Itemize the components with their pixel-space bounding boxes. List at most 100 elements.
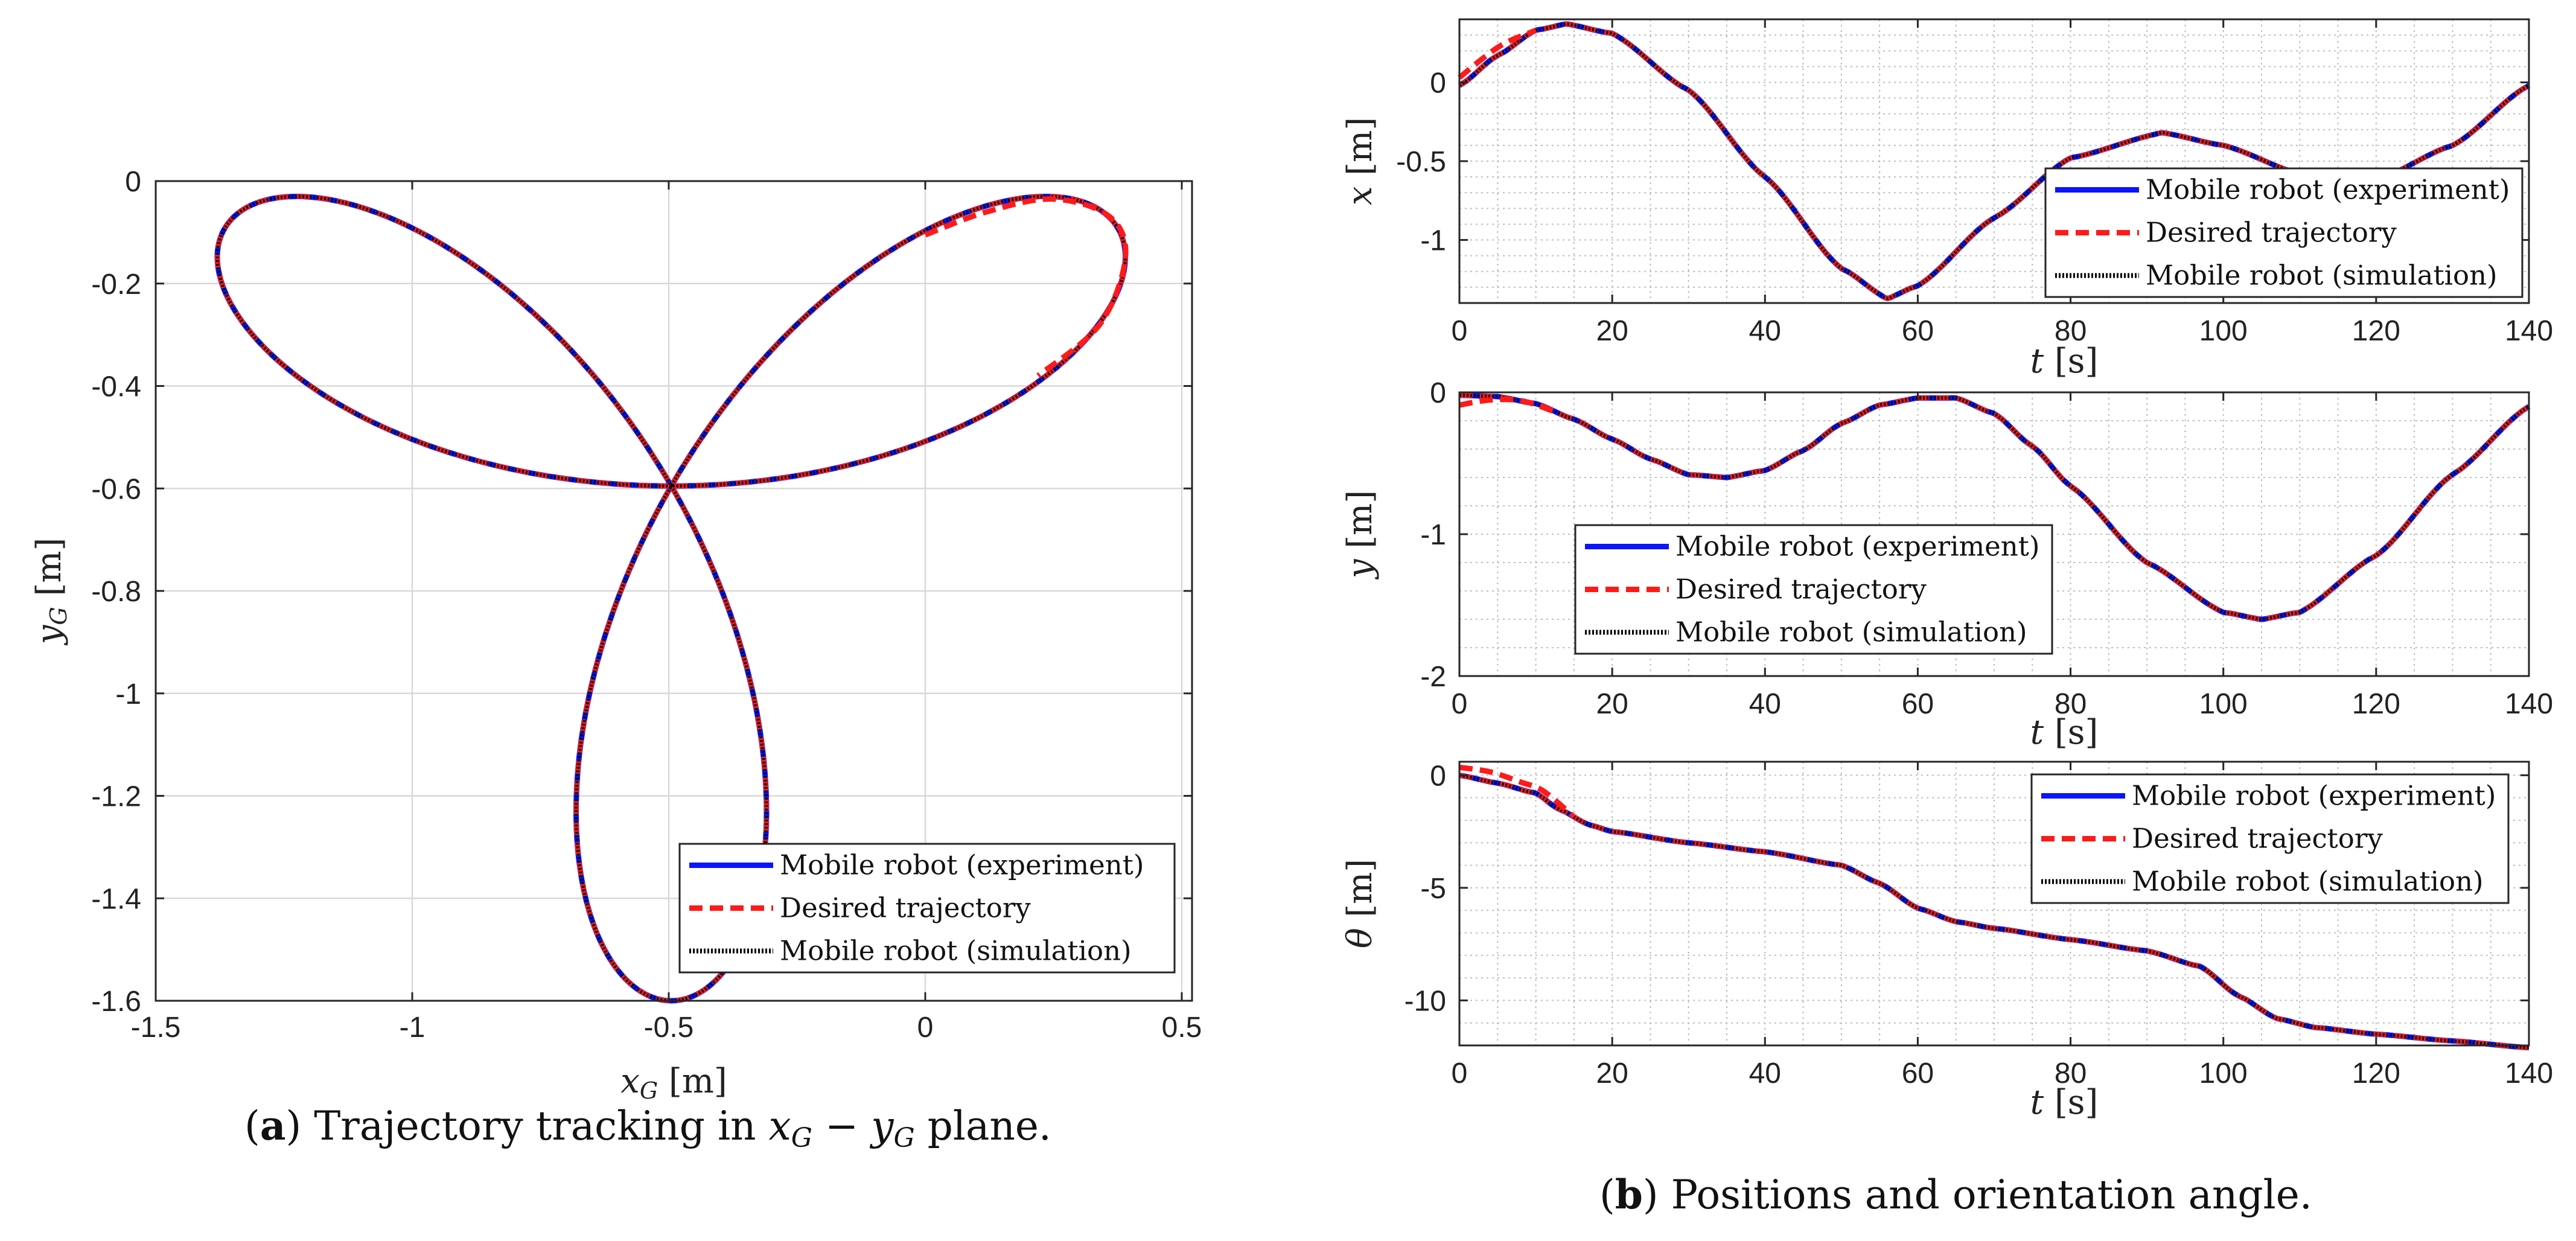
x-tick-label: 40: [1749, 315, 1781, 347]
x-tick-label: 0: [1452, 688, 1468, 720]
series-simulation-line: [1459, 394, 2530, 621]
x-axis-unit: [s]: [2044, 342, 2098, 381]
x-axis-symbol: x: [620, 1062, 640, 1101]
legend-label-2: Desired trajectory: [1675, 573, 1927, 605]
x-axis-symbol: t: [2030, 1083, 2044, 1122]
y-tick-label: -10: [1404, 985, 1446, 1017]
x-axis-unit: [m]: [658, 1062, 727, 1101]
x-tick-label: 140: [2505, 1058, 2553, 1089]
legend-label-3: Mobile robot (simulation): [2132, 866, 2484, 898]
panel-a-trajectory-plot: -1.5 -1 -0.5 0 0.5 0 -0.2 -0.4 -0.6 -0.8 -1 -1.2 -1.…: [30, 166, 1202, 1104]
y-axis-symbol: y: [30, 624, 69, 646]
series-desired-start: [1459, 397, 1560, 416]
legend-label-1: Mobile robot (experiment): [1675, 531, 2039, 563]
x-tick-label: 80: [2055, 1058, 2087, 1089]
y-axis-label: y [m]: [1341, 490, 1380, 580]
series-desired-line: [1459, 773, 2530, 1050]
y-tick-label: -1.2: [91, 781, 141, 813]
y-tick-label: 0: [1430, 760, 1446, 792]
x-tick-label: 60: [1902, 315, 1934, 347]
x-tick-label: 20: [1596, 315, 1628, 347]
y-tick-label: -1: [115, 678, 141, 710]
x-tick-label: 100: [2199, 688, 2248, 720]
y-tick-label: 0: [1430, 67, 1446, 99]
legend-label-3: Mobile robot (simulation): [2146, 260, 2498, 292]
y-axis-unit: [m]: [1341, 859, 1380, 928]
legend-label-1: Mobile robot (experiment): [2132, 780, 2496, 812]
legend-label-2: Desired trajectory: [2146, 217, 2397, 249]
series-desired-start: [1459, 764, 1576, 819]
y-axis-unit: [m]: [30, 538, 69, 607]
y-tick-label: 0: [1430, 377, 1446, 409]
x-axis-symbol: t: [2030, 342, 2044, 381]
x-tick-label: 80: [2055, 315, 2087, 347]
x-tick-label: 100: [2199, 1058, 2248, 1089]
y-tick-label: -0.5: [1396, 146, 1446, 178]
caption-b: (b) Positions and orientation angle.: [1599, 1171, 2312, 1218]
series-simulation-line: [1459, 773, 2530, 1050]
x-tick-label: -1: [400, 1012, 426, 1044]
x-axis-symbol: t: [2030, 713, 2044, 752]
x-axis-label: t [s]: [2030, 713, 2099, 752]
y-axis-symbol: θ: [1341, 928, 1380, 948]
x-tick-label: 40: [1749, 688, 1781, 720]
x-axis-label: t [s]: [2030, 1083, 2099, 1122]
x-tick-label: 20: [1596, 1058, 1628, 1089]
x-axis-subscript: G: [640, 1077, 658, 1104]
y-axis-label: θ [m]: [1341, 859, 1380, 948]
x-tick-label: 120: [2352, 315, 2400, 347]
y-axis-label: yG [m]: [30, 538, 72, 646]
x-tick-label: 80: [2055, 688, 2087, 720]
x-tick-label: 0.5: [1162, 1012, 1202, 1044]
y-axis-unit: [m]: [1341, 117, 1380, 187]
y-tick-label: -1.6: [91, 986, 141, 1018]
x-tick-label: 40: [1749, 1058, 1781, 1089]
x-tick-label: 0: [1452, 315, 1468, 347]
y-tick-label: -0.4: [91, 371, 141, 403]
series-desired-start: [924, 196, 1129, 378]
series-desired-start: [1458, 28, 1537, 80]
x-tick-label: 140: [2505, 688, 2553, 720]
y-axis-subscript: G: [45, 607, 72, 625]
x-tick-label: -1.5: [131, 1012, 181, 1044]
y-tick-label: -0.8: [91, 576, 141, 608]
x-tick-label: 0: [1452, 1058, 1468, 1089]
y-axis-symbol: y: [1341, 558, 1380, 580]
x-tick-label: 140: [2505, 315, 2553, 347]
legend-label-2: Desired trajectory: [2132, 823, 2383, 855]
panel-b-y-plot: 0 20 40 60 80 100 120 140 0 -1 -2 t [s] y [m] Mobile …: [1341, 377, 2553, 752]
x-tick-label: -0.5: [644, 1012, 694, 1044]
legend-label-1: Mobile robot (experiment): [780, 849, 1144, 881]
y-tick-label: -1.4: [91, 883, 141, 915]
y-axis-symbol: x: [1341, 187, 1380, 206]
x-axis-unit: [s]: [2044, 713, 2098, 752]
caption-a: (a) Trajectory tracking in xG − yG plane…: [244, 1102, 1051, 1153]
y-axis-unit: [m]: [1341, 490, 1380, 560]
legend-label-2: Desired trajectory: [780, 892, 1031, 924]
y-tick-label: -1: [1420, 225, 1446, 257]
x-tick-label: 20: [1596, 688, 1628, 720]
x-tick-label: 120: [2352, 1058, 2400, 1089]
series-simulation-line: [1458, 22, 2530, 300]
x-axis-label: t [s]: [2030, 342, 2099, 381]
y-tick-label: 0: [125, 166, 141, 198]
x-tick-label: 100: [2199, 315, 2248, 347]
x-tick-label: 60: [1902, 1058, 1934, 1089]
y-tick-label: -0.6: [91, 473, 141, 505]
x-tick-label: 60: [1902, 688, 1934, 720]
x-axis-label: xG [m]: [620, 1062, 727, 1104]
x-tick-label: 120: [2352, 688, 2400, 720]
x-tick-label: 0: [917, 1012, 934, 1044]
y-tick-label: -1: [1420, 519, 1446, 551]
panel-b-theta-plot: 0 20 40 60 80 100 120 140 0 -5 -10 t [s] θ [m] Mobile…: [1341, 760, 2553, 1122]
x-axis-unit: [s]: [2044, 1083, 2098, 1122]
axes-border: [1458, 761, 2530, 1047]
legend-label-1: Mobile robot (experiment): [2146, 174, 2510, 206]
y-axis-label: x [m]: [1341, 117, 1380, 205]
panel-b-x-plot: 0 20 40 60 80 100 120 140 0 -0.5 -1 t [s] x [m] Mobil…: [1341, 18, 2553, 381]
legend-label-3: Mobile robot (simulation): [1675, 616, 2027, 648]
y-tick-label: -0.2: [91, 269, 141, 301]
y-tick-label: -2: [1420, 661, 1446, 693]
y-tick-label: -5: [1420, 873, 1446, 905]
